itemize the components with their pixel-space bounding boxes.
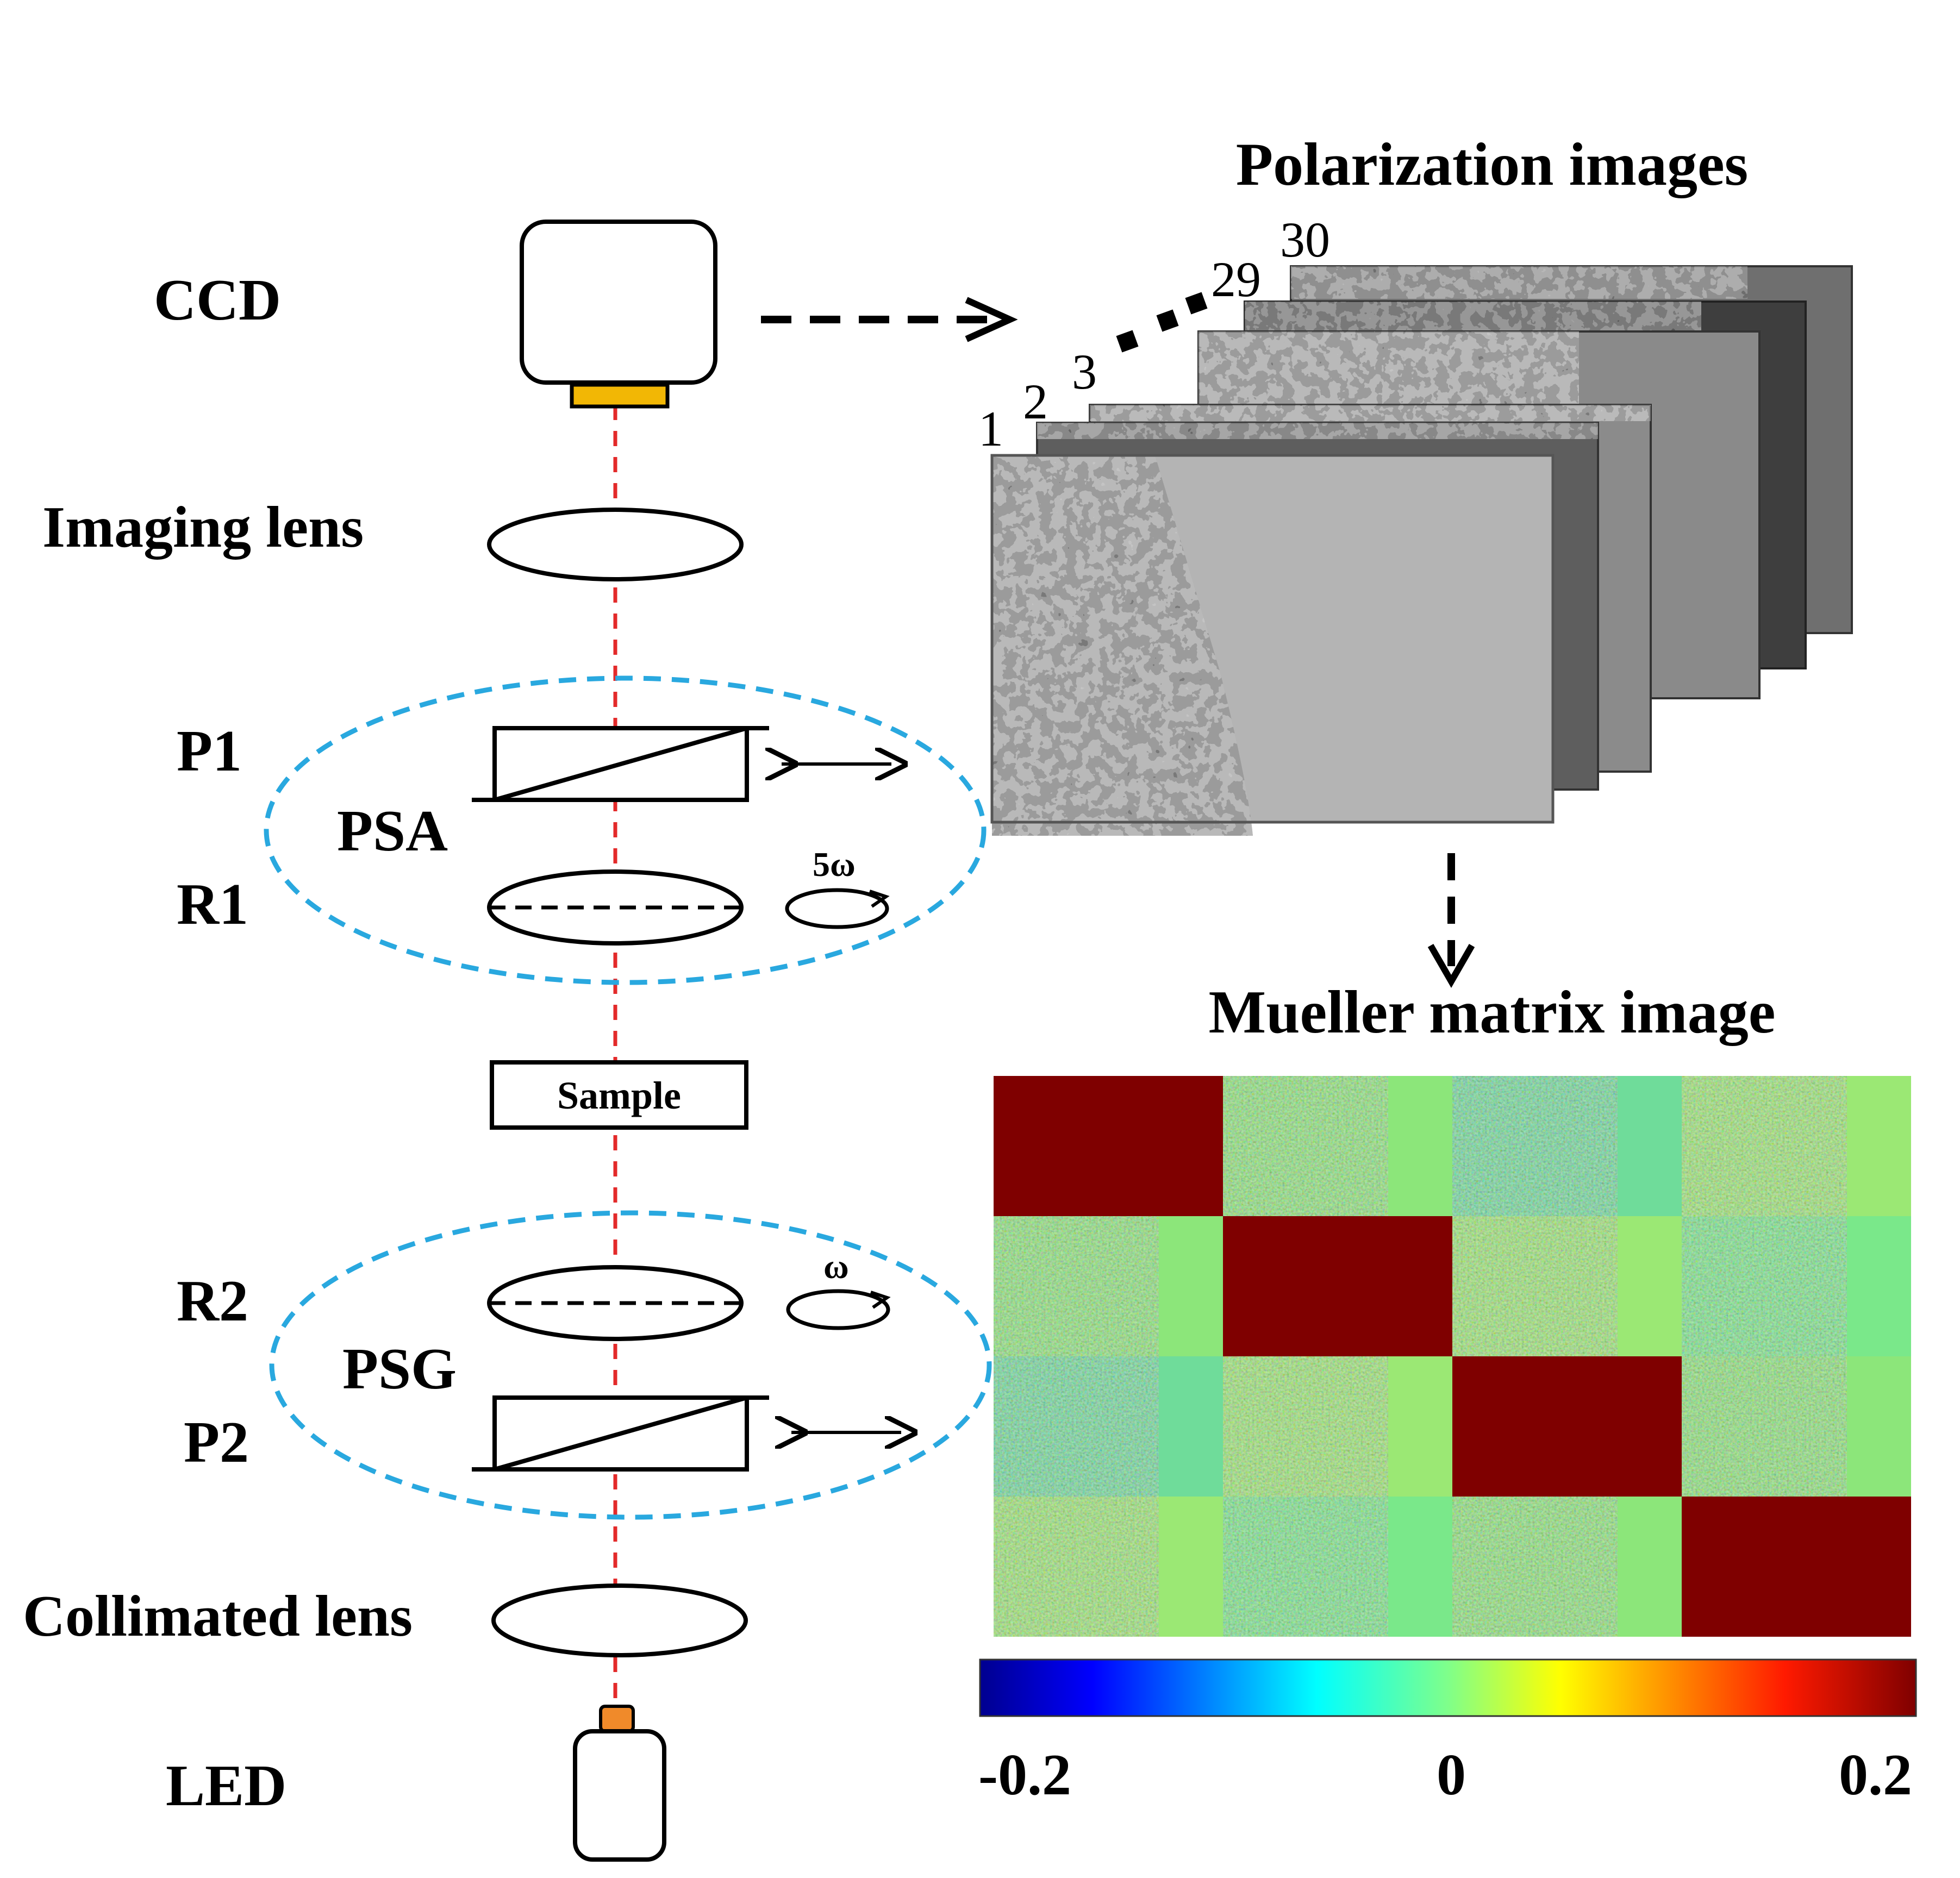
led-source [573,1705,666,1862]
matrix-cell-m21 [994,1216,1223,1356]
frame-front-tissue [990,454,1555,836]
psa-label: PSA [337,799,448,863]
frame-label-2: 2 [1023,374,1048,429]
sample-label: Sample [557,1074,681,1117]
matrix-cell-m22 [1223,1216,1452,1356]
matrix-cell-m41 [994,1497,1223,1637]
p1-label: P1 [177,719,242,784]
matrix-cell-m33 [1452,1356,1682,1497]
matrix-cell-m12 [1223,1076,1452,1216]
ccd-camera [520,220,717,409]
frame-label-3: 3 [1072,344,1097,399]
r2-label: R2 [177,1269,248,1334]
p2-label: P2 [184,1410,249,1475]
frame-label-1: 1 [978,401,1003,456]
polarizer-p2 [472,1395,769,1472]
mueller-matrix-grid [994,1076,1911,1637]
retarder-r2 [487,1265,744,1341]
ccd-sensor [570,383,670,409]
r1-rotation-label: 5ω [813,845,856,884]
matrix-cell-m14 [1682,1076,1911,1216]
led-label: LED [166,1754,286,1818]
colorbar [979,1658,1917,1717]
psa-ellipse [264,675,987,985]
polarizer-p1 [472,726,769,802]
sample-holder [490,1060,748,1130]
ccd-label: CCD [154,268,281,333]
matrix-cell-m23 [1452,1216,1682,1356]
matrix-cell-m24 [1682,1216,1911,1356]
ellipsis-dots [1116,292,1208,353]
matrix-cell-m32 [1223,1356,1452,1497]
ccd-to-images-arrow [761,297,1018,342]
r2-rotation-icon [786,1289,891,1330]
frame-label-29: 29 [1211,252,1261,307]
colorbar-min-label: -0.2 [978,1743,1071,1807]
imaging-lens-label: Imaging lens [42,495,364,560]
matrix-cell-m34 [1682,1356,1911,1497]
colorbar-mid-label: 0 [1437,1743,1466,1807]
matrix-cell-m42 [1223,1497,1452,1637]
images-to-matrix-arrow [1427,853,1475,988]
collimated-lens-label: Collimated lens [23,1584,413,1649]
collimated-lens [491,1583,748,1657]
matrix-cell-m13 [1452,1076,1682,1216]
matrix-cell-m11 [994,1076,1223,1216]
retarder-r1 [487,869,744,946]
colorbar-max-label: 0.2 [1839,1743,1912,1807]
matrix-cell-m44 [1682,1497,1911,1637]
matrix-cell-m31 [994,1356,1223,1497]
r2-rotation-label: ω [823,1247,849,1286]
r1-label: R1 [177,872,248,937]
imaging-lens [487,508,744,581]
psg-label: PSG [342,1337,457,1401]
r1-rotation-icon [785,888,890,929]
led-tip [599,1705,635,1733]
mueller-matrix-title: Mueller matrix image [1209,979,1776,1046]
polarization-image-stack [990,265,1853,836]
psg-ellipse [269,1210,992,1520]
frame-label-30: 30 [1280,212,1330,267]
polarization-images-title: Polarization images [1236,131,1748,198]
matrix-cell-m43 [1452,1497,1682,1637]
